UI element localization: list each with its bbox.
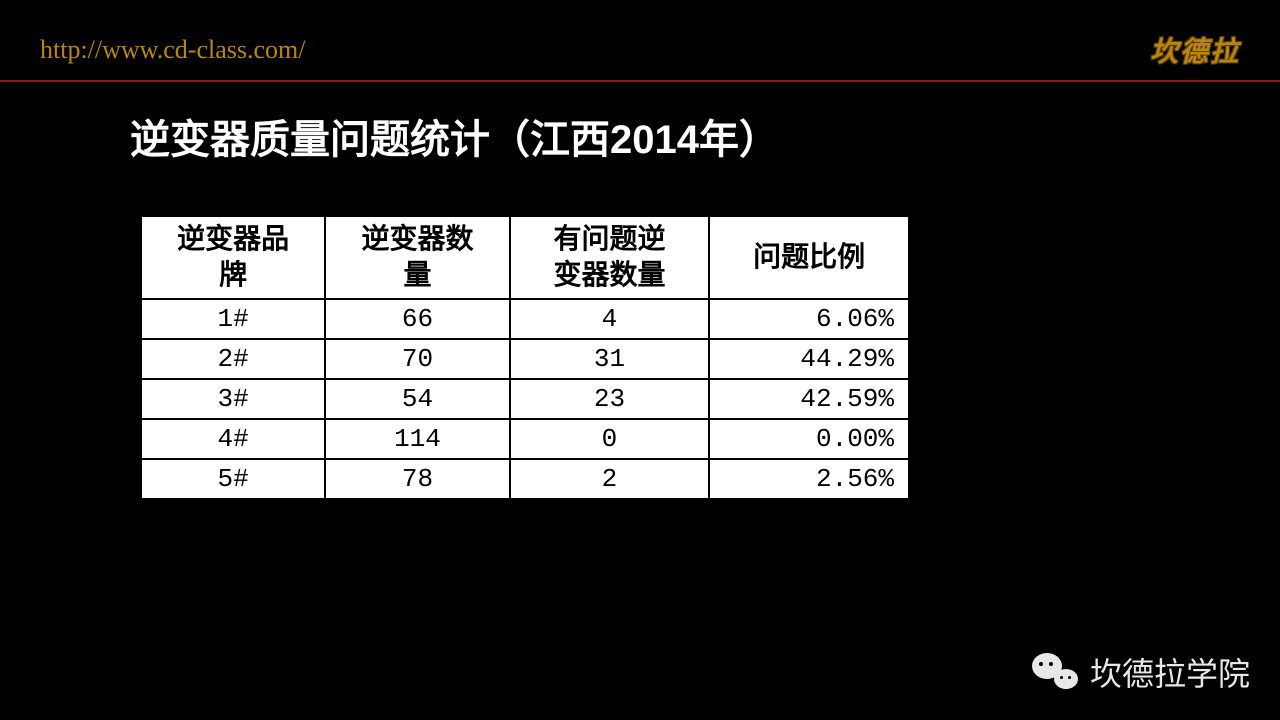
wechat-icon xyxy=(1032,653,1078,691)
cell-brand: 5# xyxy=(141,459,325,499)
cell-problem: 2 xyxy=(510,459,710,499)
table-row: 2# 70 31 44.29% xyxy=(141,339,909,379)
cell-count: 70 xyxy=(325,339,509,379)
brand-logo: 坎德拉 xyxy=(1150,30,1240,70)
col-header-count: 逆变器数量 xyxy=(325,216,509,299)
cell-brand: 4# xyxy=(141,419,325,459)
cell-ratio: 2.56% xyxy=(709,459,909,499)
table-row: 3# 54 23 42.59% xyxy=(141,379,909,419)
footer: 坎德拉学院 xyxy=(1032,649,1250,695)
cell-ratio: 42.59% xyxy=(709,379,909,419)
table-row: 5# 78 2 2.56% xyxy=(141,459,909,499)
cell-brand: 3# xyxy=(141,379,325,419)
table-header-row: 逆变器品牌 逆变器数量 有问题逆变器数量 问题比例 xyxy=(141,216,909,299)
cell-problem: 0 xyxy=(510,419,710,459)
cell-problem: 23 xyxy=(510,379,710,419)
col-header-brand: 逆变器品牌 xyxy=(141,216,325,299)
cell-count: 54 xyxy=(325,379,509,419)
cell-problem: 31 xyxy=(510,339,710,379)
table-container: 逆变器品牌 逆变器数量 有问题逆变器数量 问题比例 1# 66 4 6.06% … xyxy=(140,215,910,500)
footer-text: 坎德拉学院 xyxy=(1090,649,1250,695)
table-body: 1# 66 4 6.06% 2# 70 31 44.29% 3# 54 23 4… xyxy=(141,299,909,499)
col-header-ratio: 问题比例 xyxy=(709,216,909,299)
page-title: 逆变器质量问题统计（江西2014年） xyxy=(0,82,1280,165)
cell-count: 66 xyxy=(325,299,509,339)
col-header-problem: 有问题逆变器数量 xyxy=(510,216,710,299)
table-row: 1# 66 4 6.06% xyxy=(141,299,909,339)
table-row: 4# 114 0 0.00% xyxy=(141,419,909,459)
cell-count: 114 xyxy=(325,419,509,459)
cell-ratio: 44.29% xyxy=(709,339,909,379)
cell-problem: 4 xyxy=(510,299,710,339)
cell-ratio: 0.00% xyxy=(709,419,909,459)
header: http://www.cd-class.com/ 坎德拉 xyxy=(0,0,1280,82)
data-table: 逆变器品牌 逆变器数量 有问题逆变器数量 问题比例 1# 66 4 6.06% … xyxy=(140,215,910,500)
cell-brand: 2# xyxy=(141,339,325,379)
url-text: http://www.cd-class.com/ xyxy=(40,35,305,65)
cell-brand: 1# xyxy=(141,299,325,339)
cell-count: 78 xyxy=(325,459,509,499)
cell-ratio: 6.06% xyxy=(709,299,909,339)
